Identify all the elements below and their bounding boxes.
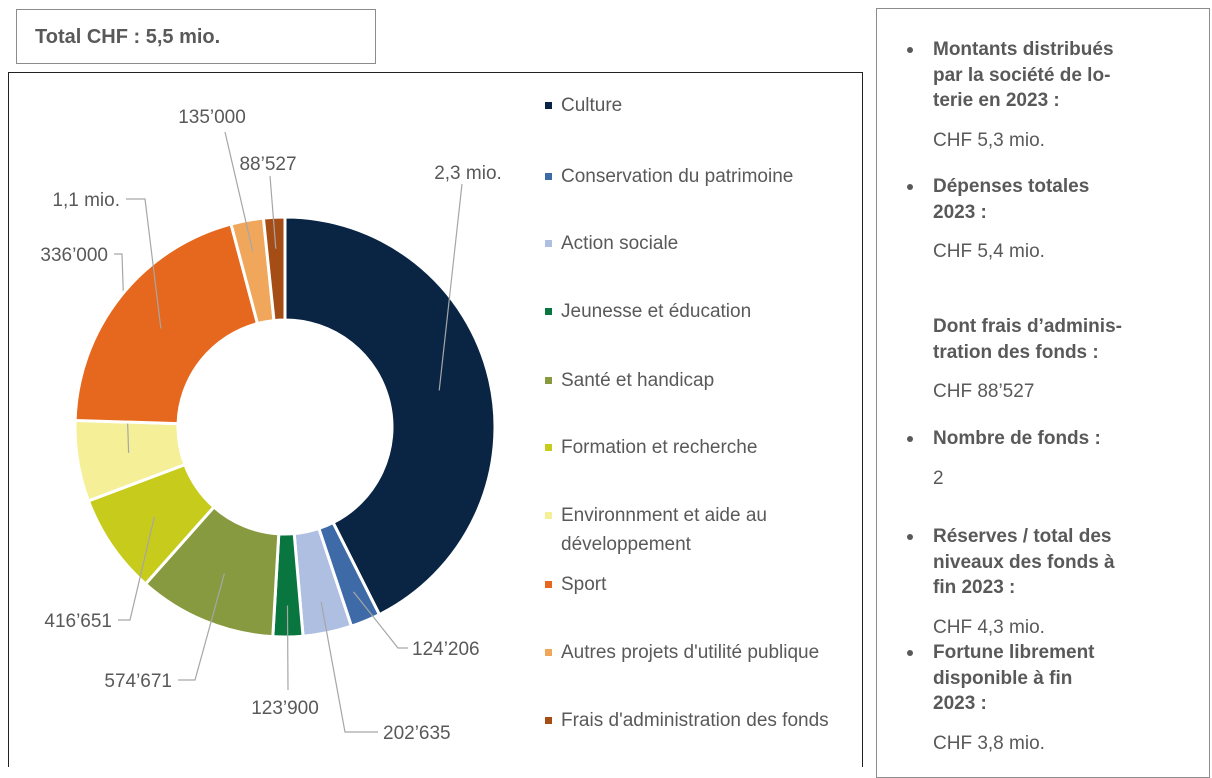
- leader-line: [438, 183, 463, 391]
- info-value: CHF 5,3 mio.: [933, 129, 1045, 151]
- legend-item: Frais d'administration des fonds: [545, 706, 861, 735]
- leader-line: [320, 601, 378, 733]
- info-heading: 2023 :: [933, 201, 987, 223]
- legend-label: Frais d'administration des fonds: [561, 710, 829, 731]
- legend-swatch: [545, 173, 552, 180]
- legend-swatch: [545, 581, 552, 588]
- data-label: 123’900: [251, 698, 319, 719]
- data-label: 1,1 mio.: [52, 190, 120, 211]
- info-heading: Dont frais d’adminis-: [933, 316, 1122, 337]
- legend-swatch: [545, 512, 552, 519]
- data-label: 124’206: [412, 639, 480, 660]
- legend-item: Jeunesse et éducation: [545, 297, 861, 326]
- info-heading: Fortune librement: [933, 642, 1095, 663]
- info-heading: Réserves / total des: [933, 526, 1112, 547]
- info-item: Nombre de fonds : 2: [907, 426, 1101, 491]
- leader-line: [269, 175, 277, 249]
- legend-label: Conservation du patrimoine: [561, 166, 794, 187]
- leader-line: [224, 131, 254, 252]
- legend-label: Santé et handicap: [561, 370, 715, 391]
- legend-item: Sport: [545, 570, 861, 599]
- leader-line: [286, 605, 289, 691]
- data-label: 416’651: [44, 611, 112, 632]
- info-panel: Montants distribués par la société de lo-…: [876, 8, 1210, 778]
- legend-item: Environnment et aide au développement: [545, 501, 861, 559]
- leader-line: [118, 516, 155, 621]
- bullet: [907, 184, 913, 190]
- info-value: CHF 5,4 mio.: [933, 241, 1045, 262]
- donut-slice: [261, 215, 287, 323]
- legend-swatch: [545, 717, 552, 724]
- info-item: Dont frais d’adminis-tration des fonds :…: [933, 314, 1122, 405]
- legend-swatch: [545, 377, 552, 384]
- data-label: 88’527: [239, 154, 296, 175]
- info-item: Dépenses totales 2023 : CHF 5,4 mio.: [907, 174, 1090, 265]
- legend-label: Sport: [561, 574, 607, 595]
- legend-label: Environnment et aide au développement: [561, 505, 767, 555]
- legend-item: Conservation du patrimoine: [545, 162, 861, 191]
- info-heading: 2023 :: [933, 693, 987, 714]
- bullet: [907, 650, 913, 656]
- info-heading: Nombre de fonds :: [933, 428, 1101, 449]
- info-heading: tration des fonds :: [933, 341, 1099, 363]
- data-label: 202’635: [383, 723, 451, 744]
- leader-line: [126, 198, 162, 329]
- bullet: [907, 534, 913, 540]
- legend-item: Culture: [545, 91, 861, 120]
- info-item: Réserves / total des niveaux des fonds à f…: [907, 524, 1115, 640]
- bullet: [907, 47, 913, 53]
- data-label: 574’671: [104, 671, 172, 692]
- info-heading: terie en 2023 :: [933, 90, 1060, 111]
- legend-swatch: [545, 102, 552, 109]
- legend-item: Action sociale: [545, 229, 861, 258]
- info-heading: Montants distribués: [933, 39, 1114, 60]
- legend-label: Autres projets d'utilité publique: [561, 642, 820, 663]
- legend-label: Formation et recherche: [561, 437, 758, 458]
- info-item: Montants distribués par la société de lo-…: [907, 37, 1114, 153]
- info-heading: niveaux des fonds à: [933, 551, 1115, 573]
- data-label: 2,3 mio.: [434, 163, 502, 184]
- legend-swatch: [545, 444, 552, 451]
- legend-item: Autres projets d'utilité publique: [545, 638, 861, 667]
- data-label: 336’000: [40, 245, 108, 266]
- bullet: [907, 436, 913, 442]
- leader-line: [353, 591, 408, 649]
- legend-swatch: [545, 240, 552, 247]
- legend-item: Formation et recherche: [545, 433, 861, 462]
- legend-label: Action sociale: [561, 233, 679, 254]
- info-heading: Dépenses totales: [933, 176, 1090, 197]
- legend-label: Jeunesse et éducation: [561, 301, 752, 322]
- donut-slice: [283, 215, 497, 617]
- info-heading: disponible à fin: [933, 667, 1073, 689]
- info-value: CHF 88’527: [933, 381, 1035, 402]
- legend-item: Santé et handicap: [545, 366, 861, 395]
- info-value: CHF 4,3 mio.: [933, 616, 1045, 638]
- data-label: 135’000: [178, 107, 246, 128]
- legend-swatch: [545, 308, 552, 315]
- info-value: 2: [933, 467, 944, 489]
- info-item: Fortune librement disponible à fin 2023 : C…: [907, 640, 1095, 756]
- total-box: Total CHF : 5,5 mio.: [16, 9, 376, 64]
- info-heading: fin 2023 :: [933, 577, 1016, 598]
- chart-frame: [8, 72, 863, 767]
- legend-label: Culture: [561, 95, 623, 116]
- donut-slice: [73, 222, 260, 426]
- legend-swatch: [545, 649, 552, 656]
- leader-line: [178, 573, 225, 681]
- info-heading: par la société de lo-: [933, 64, 1111, 86]
- info-value: CHF 3,8 mio.: [933, 732, 1045, 754]
